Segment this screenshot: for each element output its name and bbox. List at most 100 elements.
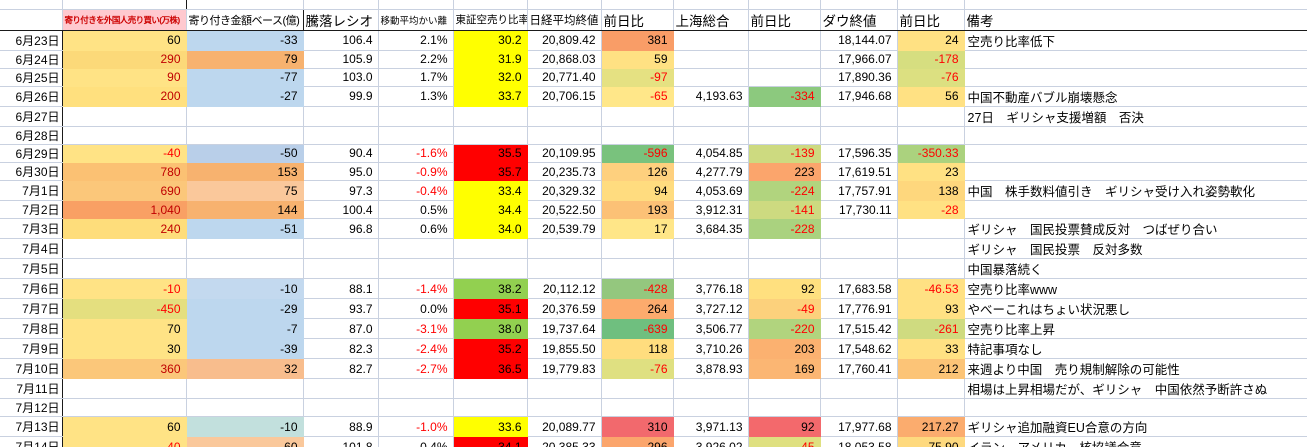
cell-l-row16[interactable]: -261: [897, 318, 965, 340]
cell-h-row6[interactable]: [601, 126, 674, 145]
cell-date-row12[interactable]: 7月4日: [0, 238, 63, 260]
cell-d-row7[interactable]: 90.4: [303, 144, 379, 164]
cell-j-row12[interactable]: [748, 238, 821, 260]
cell-h-row13[interactable]: [601, 258, 674, 280]
cell-k-row15[interactable]: 17,776.91: [820, 298, 898, 320]
cell-l-row15[interactable]: 93: [897, 298, 965, 320]
cell-l-row19[interactable]: [897, 378, 965, 400]
cell-m-row14[interactable]: 空売り比率www: [964, 278, 1307, 300]
cell-f-row11[interactable]: 34.0: [453, 218, 528, 240]
cell-c-row9[interactable]: 75: [186, 180, 304, 202]
cell-l-row21[interactable]: 217.27: [897, 416, 965, 438]
cell-l-row17[interactable]: 33: [897, 338, 965, 360]
cell-i-row20[interactable]: [673, 398, 749, 418]
cell-h-row15[interactable]: 264: [601, 298, 674, 320]
cell-f-row10[interactable]: 34.4: [453, 200, 528, 220]
column-header-h[interactable]: 前日比: [601, 9, 674, 31]
cell-d-row14[interactable]: 88.1: [303, 278, 379, 300]
cell-i-row14[interactable]: 3,776.18: [673, 278, 749, 300]
cell-i-row10[interactable]: 3,912.31: [673, 200, 749, 220]
cell-l-row6[interactable]: [897, 126, 965, 145]
cell-date-row7[interactable]: 6月29日: [0, 144, 63, 164]
column-header-k[interactable]: ダウ終値: [820, 9, 898, 31]
strip-cell-c[interactable]: [186, 0, 304, 10]
cell-l-row9[interactable]: 138: [897, 180, 965, 202]
cell-j-row16[interactable]: -220: [748, 318, 821, 340]
cell-l-row20[interactable]: [897, 398, 965, 418]
cell-date-row19[interactable]: 7月11日: [0, 378, 63, 400]
cell-j-row1[interactable]: [748, 30, 821, 51]
cell-l-row14[interactable]: -46.53: [897, 278, 965, 300]
cell-c-row6[interactable]: [186, 126, 304, 145]
cell-c-row7[interactable]: -50: [186, 144, 304, 164]
cell-e-row7[interactable]: -1.6%: [378, 144, 454, 164]
cell-m-row18[interactable]: 来週より中国 売り規制解除の可能性: [964, 358, 1307, 380]
cell-c-row14[interactable]: -10: [186, 278, 304, 300]
cell-j-row7[interactable]: -139: [748, 144, 821, 164]
cell-h-row21[interactable]: 310: [601, 416, 674, 438]
cell-m-row12[interactable]: ギリシャ 国民投票 反対多数: [964, 238, 1307, 260]
cell-i-row1[interactable]: [673, 30, 749, 51]
cell-k-row9[interactable]: 17,757.91: [820, 180, 898, 202]
cell-d-row18[interactable]: 82.7: [303, 358, 379, 380]
cell-e-row2[interactable]: 2.2%: [378, 50, 454, 69]
cell-e-row17[interactable]: -2.4%: [378, 338, 454, 360]
cell-m-row11[interactable]: ギリシャ 国民投票賛成反対 つばぜり合い: [964, 218, 1307, 240]
strip-cell-i[interactable]: [673, 0, 749, 10]
cell-d-row20[interactable]: [303, 398, 379, 418]
cell-g-row4[interactable]: 20,706.15: [527, 86, 602, 107]
cell-d-row21[interactable]: 88.9: [303, 416, 379, 438]
cell-c-row5[interactable]: [186, 106, 304, 127]
cell-f-row2[interactable]: 31.9: [453, 50, 528, 69]
cell-h-row19[interactable]: [601, 378, 674, 400]
cell-b-row5[interactable]: [62, 106, 187, 127]
cell-g-row13[interactable]: [527, 258, 602, 280]
cell-date-row21[interactable]: 7月13日: [0, 416, 63, 438]
cell-i-row9[interactable]: 4,053.69: [673, 180, 749, 202]
cell-j-row5[interactable]: [748, 106, 821, 127]
cell-j-row19[interactable]: [748, 378, 821, 400]
cell-h-row22[interactable]: 296: [601, 436, 674, 447]
cell-f-row22[interactable]: 34.1: [453, 436, 528, 447]
cell-k-row12[interactable]: [820, 238, 898, 260]
cell-b-row18[interactable]: 360: [62, 358, 187, 380]
cell-e-row18[interactable]: -2.7%: [378, 358, 454, 380]
cell-d-row15[interactable]: 93.7: [303, 298, 379, 320]
cell-m-row19[interactable]: 相場は上昇相場だが、ギリシャ 中国依然予断許さぬ: [964, 378, 1307, 400]
cell-e-row1[interactable]: 2.1%: [378, 30, 454, 51]
cell-h-row20[interactable]: [601, 398, 674, 418]
cell-b-row8[interactable]: 780: [62, 162, 187, 182]
cell-i-row16[interactable]: 3,506.77: [673, 318, 749, 340]
cell-date-row16[interactable]: 7月8日: [0, 318, 63, 340]
cell-d-row5[interactable]: [303, 106, 379, 127]
cell-l-row2[interactable]: -178: [897, 50, 965, 69]
cell-c-row1[interactable]: -33: [186, 30, 304, 51]
strip-cell-j[interactable]: [748, 0, 821, 10]
cell-date-row22[interactable]: 7月14日: [0, 436, 63, 447]
strip-cell-f[interactable]: [453, 0, 528, 10]
cell-e-row12[interactable]: [378, 238, 454, 260]
cell-f-row17[interactable]: 35.2: [453, 338, 528, 360]
cell-date-row20[interactable]: 7月12日: [0, 398, 63, 418]
cell-g-row11[interactable]: 20,539.79: [527, 218, 602, 240]
cell-j-row18[interactable]: 169: [748, 358, 821, 380]
cell-m-row10[interactable]: [964, 200, 1307, 220]
cell-date-row5[interactable]: 6月27日: [0, 106, 63, 127]
cell-d-row12[interactable]: [303, 238, 379, 260]
cell-b-row19[interactable]: [62, 378, 187, 400]
cell-date-row4[interactable]: 6月26日: [0, 86, 63, 107]
cell-date-row11[interactable]: 7月3日: [0, 218, 63, 240]
cell-c-row11[interactable]: -51: [186, 218, 304, 240]
cell-m-row2[interactable]: [964, 50, 1307, 69]
cell-l-row13[interactable]: [897, 258, 965, 280]
column-header-d[interactable]: 騰落レシオ: [303, 9, 379, 31]
cell-l-row3[interactable]: -76: [897, 68, 965, 87]
cell-c-row4[interactable]: -27: [186, 86, 304, 107]
cell-h-row17[interactable]: 118: [601, 338, 674, 360]
cell-i-row3[interactable]: [673, 68, 749, 87]
cell-m-row17[interactable]: 特記事項なし: [964, 338, 1307, 360]
cell-d-row10[interactable]: 100.4: [303, 200, 379, 220]
strip-cell-g[interactable]: [527, 0, 602, 10]
cell-b-row15[interactable]: -450: [62, 298, 187, 320]
cell-m-row22[interactable]: イラン アメリカ 核協議合意: [964, 436, 1307, 447]
